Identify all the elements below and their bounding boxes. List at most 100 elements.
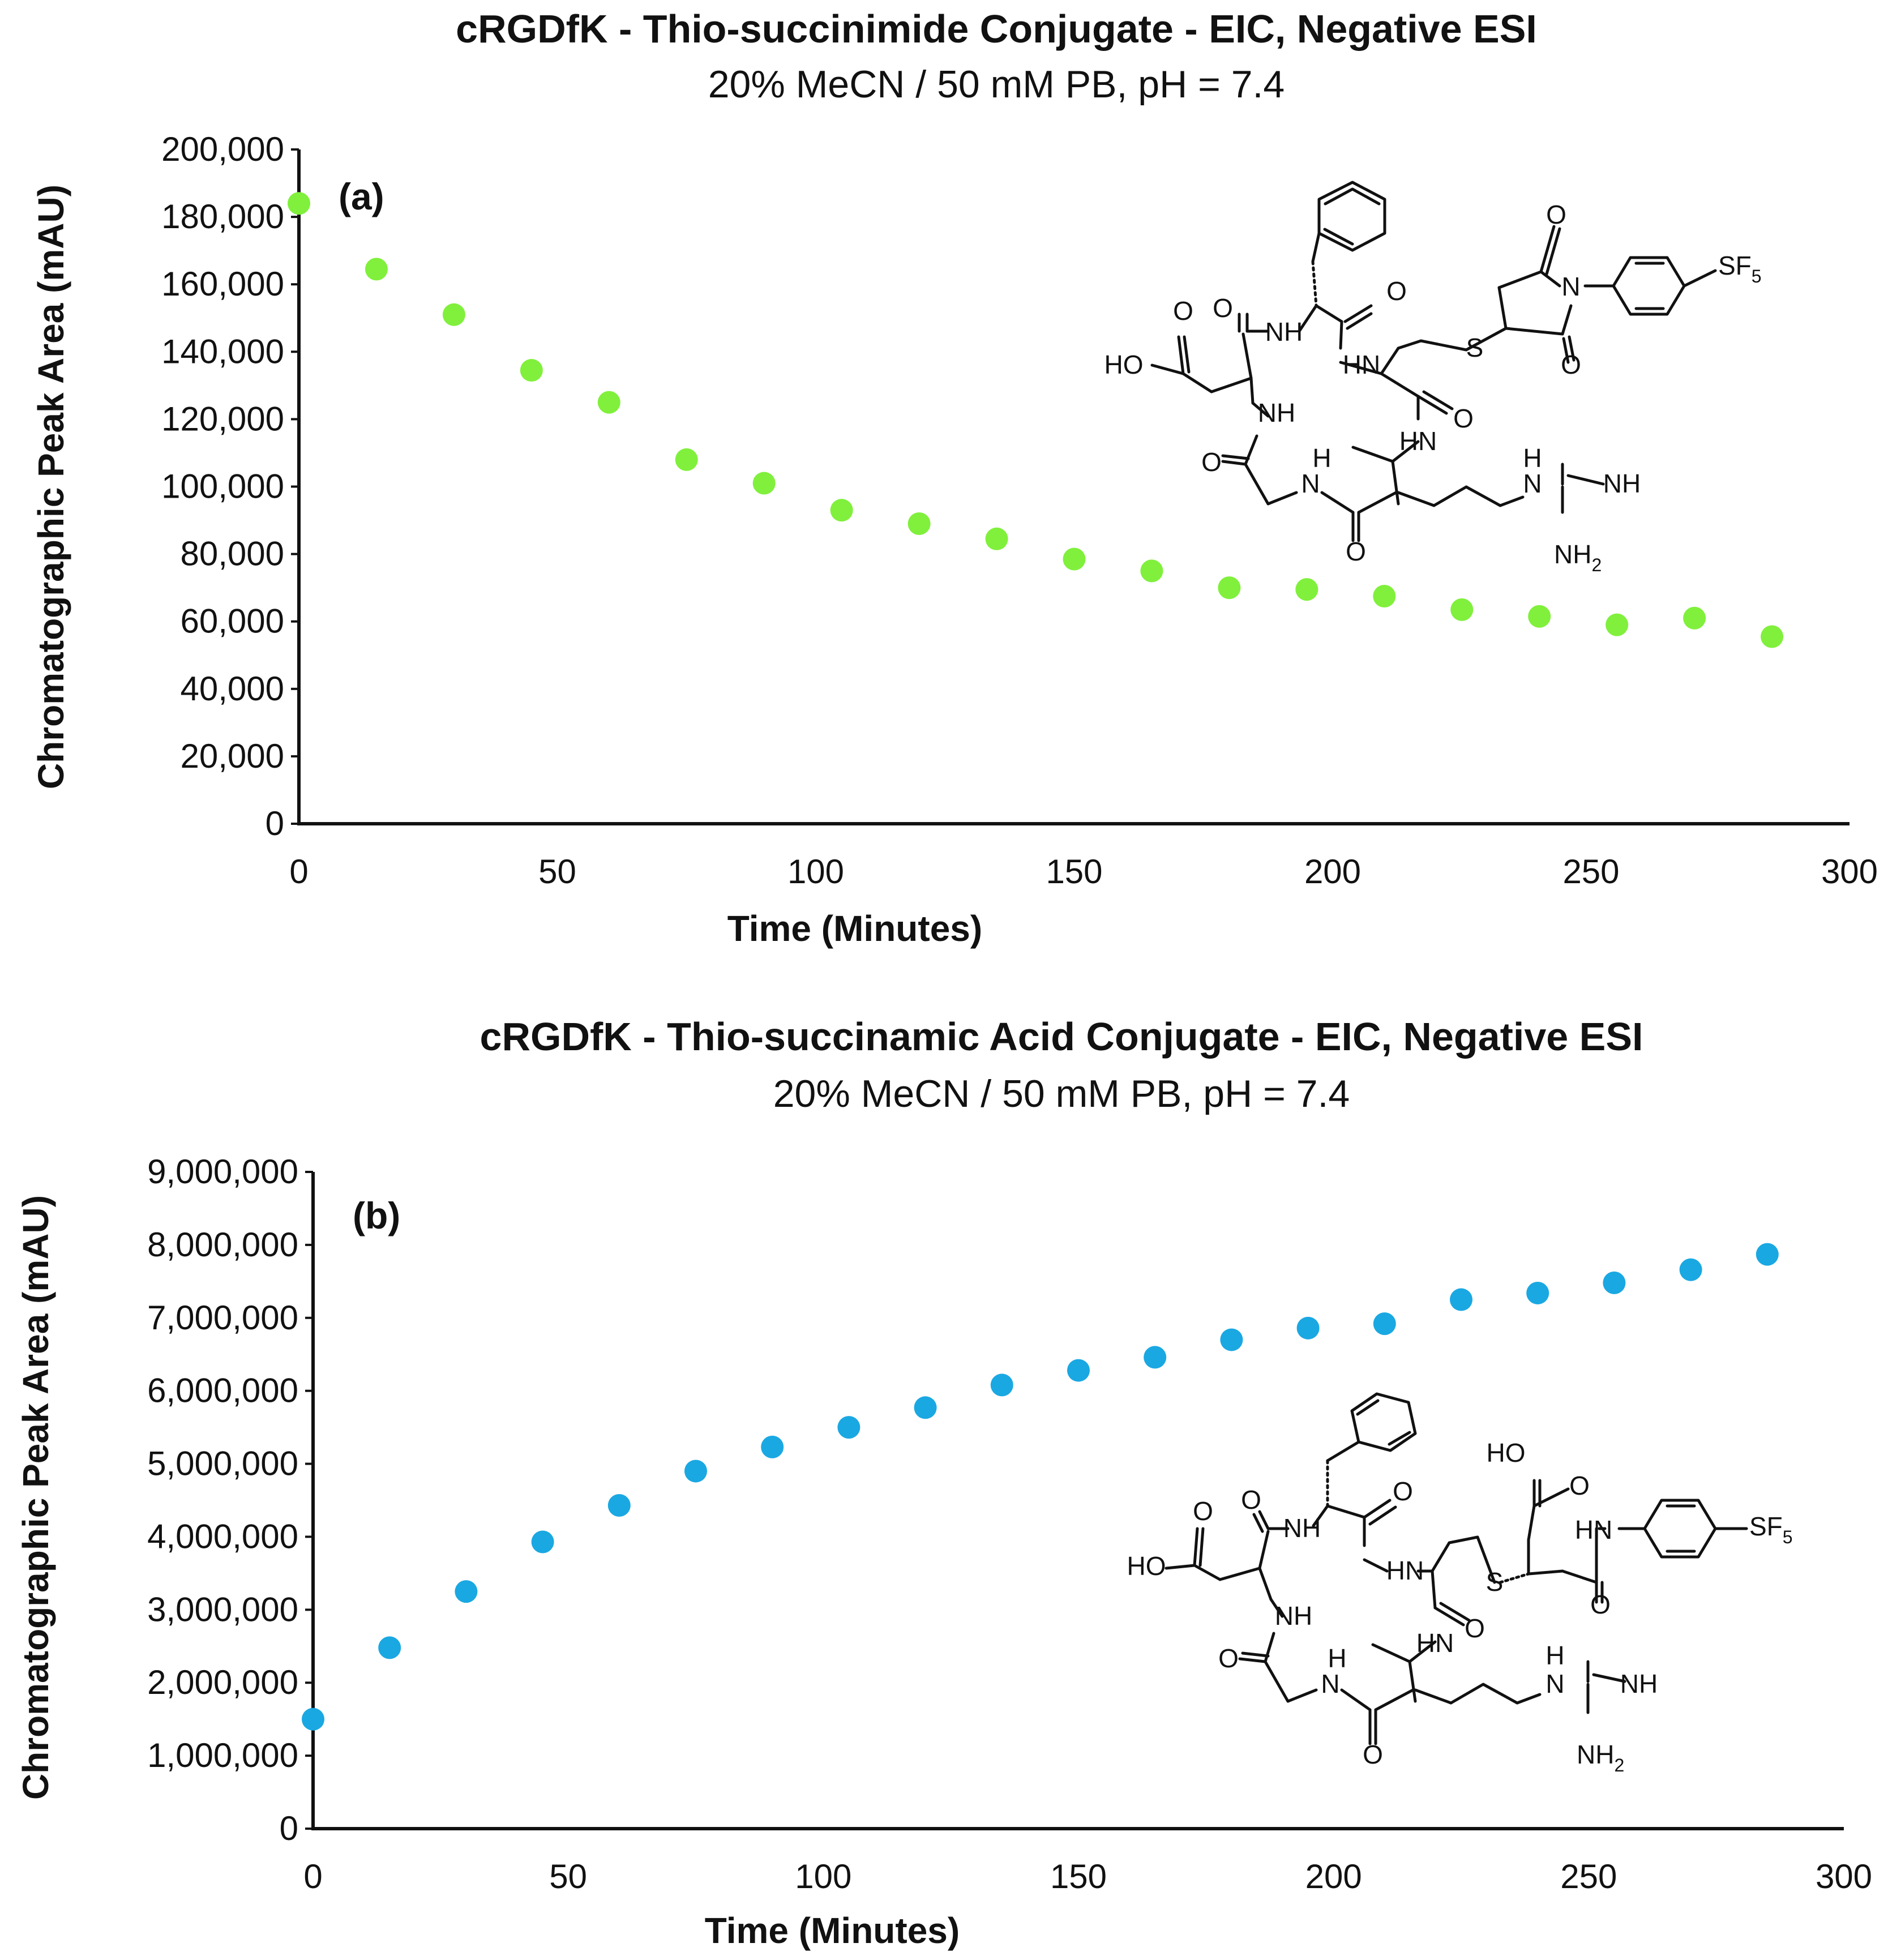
data-point (455, 1580, 478, 1603)
atom-label: O (1569, 1471, 1590, 1500)
x-tick-label: 0 (289, 853, 308, 891)
y-tick-label: 140,000 (161, 332, 284, 370)
y-tick-label: 4,000,000 (147, 1517, 298, 1555)
y-tick-label: 200,000 (161, 130, 284, 168)
x-tick-label: 300 (1821, 853, 1878, 891)
atom-label: S (1466, 333, 1484, 362)
chart-b-title: cRGDfK - Thio-succinamic Acid Conjugate … (480, 1015, 1643, 1059)
y-tick-label: 0 (266, 804, 284, 842)
data-point (1606, 613, 1629, 636)
atom-label: NH (1283, 1513, 1321, 1543)
atom-label: N (1301, 469, 1320, 498)
y-tick-label: 3,000,000 (147, 1590, 298, 1628)
y-tick-label: 5,000,000 (147, 1445, 298, 1483)
atom-label: N (1523, 469, 1542, 498)
data-point (520, 359, 543, 382)
atom-label: O (1363, 1740, 1383, 1769)
atom-label: HO (1127, 1551, 1166, 1581)
chart-a-title: cRGDfK - Thio-succinimide Conjugate - EI… (456, 7, 1537, 51)
atom-label: N (1321, 1669, 1339, 1698)
atom-label: O (1453, 404, 1474, 433)
data-point (1603, 1271, 1626, 1294)
atom-label: N (1545, 1669, 1564, 1698)
data-point (365, 258, 388, 281)
data-point (1373, 1312, 1396, 1336)
chart-a: cRGDfK - Thio-succinimide Conjugate - EI… (31, 7, 1878, 949)
data-point (1679, 1258, 1702, 1281)
atom-label: O (1386, 276, 1407, 306)
atom-label: O (1465, 1614, 1485, 1643)
y-tick-label: 20,000 (180, 737, 284, 775)
data-point (288, 192, 310, 215)
atom-label: O (1218, 1644, 1239, 1673)
y-tick-label: 7,000,000 (147, 1299, 298, 1337)
data-point (1683, 606, 1706, 630)
y-tick-label: 8,000,000 (147, 1226, 298, 1264)
y-tick-label: 9,000,000 (147, 1153, 298, 1191)
atom-label: HN (1575, 1515, 1612, 1544)
atom-label: O (1346, 537, 1366, 566)
y-tick-label: 180,000 (161, 198, 284, 236)
x-tick-label: 200 (1304, 853, 1361, 891)
x-tick-label: 300 (1816, 1858, 1872, 1895)
structure-b-labels: HO O HN SF5 S O O HO O NH O HN O NH HN O… (1127, 1438, 1793, 1775)
data-point (1528, 605, 1551, 628)
data-point (378, 1636, 401, 1659)
chart-b: cRGDfK - Thio-succinamic Acid Conjugate … (15, 1015, 1872, 1951)
data-point (1373, 585, 1396, 608)
data-point (1218, 576, 1241, 600)
data-point (684, 1460, 707, 1483)
y-tick-label: 80,000 (180, 535, 284, 573)
data-point (1140, 559, 1163, 583)
x-tick-label: 250 (1562, 853, 1619, 891)
structure-a-labels: O N O SF5 S O HO O NH O HN O NH HN O H N… (1104, 200, 1762, 575)
data-point (1063, 547, 1086, 571)
atom-label: O (1201, 447, 1222, 477)
x-tick-label: 0 (303, 1858, 322, 1895)
atom-label: O (1590, 1590, 1611, 1619)
atom-label: S (1486, 1567, 1504, 1597)
data-point (1220, 1328, 1243, 1351)
chart-a-y-label: Chromatographic Peak Area (mAU) (31, 185, 71, 789)
atom-label: HO (1487, 1438, 1526, 1467)
y-tick-label: 40,000 (180, 670, 284, 708)
data-point (837, 1416, 860, 1439)
atom-label: NH (1258, 398, 1295, 427)
data-point (675, 448, 698, 471)
data-point (1296, 1316, 1320, 1340)
atom-label: HN (1416, 1628, 1454, 1658)
atom-label: HN (1343, 350, 1380, 379)
x-tick-label: 200 (1305, 1858, 1362, 1895)
atom-label: HN (1399, 426, 1437, 456)
data-point (907, 512, 931, 536)
atom-label: O (1193, 1496, 1213, 1526)
chart-b-panel-label: (b) (353, 1195, 400, 1236)
atom-label: H (1523, 443, 1542, 473)
data-point (1144, 1346, 1167, 1369)
y-tick-label: 1,000,000 (147, 1736, 298, 1774)
chart-a-panel-label: (a) (339, 176, 384, 217)
chart-b-subtitle: 20% MeCN / 50 mM PB, pH = 7.4 (773, 1072, 1350, 1115)
data-point (1067, 1359, 1090, 1382)
nh2-label: NH2 (1577, 1740, 1624, 1775)
nh2-label: NH2 (1554, 540, 1602, 575)
data-point (990, 1373, 1013, 1397)
atom-label: O (1241, 1485, 1261, 1514)
x-tick-label: 150 (1050, 1858, 1107, 1895)
data-point (531, 1530, 554, 1554)
atom-label: NH (1620, 1669, 1658, 1698)
data-point (302, 1707, 324, 1731)
structure-b-bonds (1165, 1392, 1748, 1745)
chart-a-subtitle: 20% MeCN / 50 mM PB, pH = 7.4 (708, 63, 1285, 106)
x-tick-label: 50 (538, 853, 576, 891)
atom-label: NH (1603, 469, 1641, 498)
data-point (597, 391, 620, 414)
atom-label: O (1213, 293, 1233, 323)
atom-label: O (1546, 200, 1566, 229)
y-tick-label: 160,000 (161, 265, 284, 303)
sf5-label: SF5 (1749, 1512, 1793, 1547)
data-point (1761, 625, 1784, 648)
data-point (761, 1435, 784, 1458)
atom-label: NH (1275, 1601, 1312, 1631)
